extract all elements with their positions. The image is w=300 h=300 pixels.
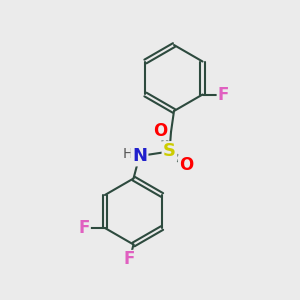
Text: O: O — [179, 156, 193, 174]
Text: F: F — [123, 250, 135, 268]
Text: F: F — [217, 85, 229, 103]
Text: N: N — [132, 147, 147, 165]
Text: H: H — [123, 147, 133, 160]
Text: F: F — [79, 219, 90, 237]
Text: S: S — [163, 142, 176, 160]
Text: O: O — [153, 122, 168, 140]
